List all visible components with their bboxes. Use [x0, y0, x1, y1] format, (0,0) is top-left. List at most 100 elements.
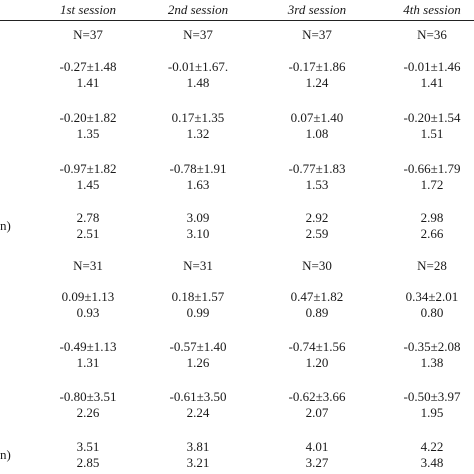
- cell-value: 0.18±1.57: [171, 289, 225, 304]
- column-header: 2nd session: [167, 2, 229, 17]
- table-cell: -0.80±3.51 2.26: [33, 389, 143, 421]
- cell-secondary-value: 1.20: [305, 355, 329, 370]
- cell-value: 2.78: [76, 210, 100, 225]
- table-cell: 0.18±1.57 0.99: [143, 289, 253, 321]
- cell-value: 0.09±1.13: [61, 289, 115, 304]
- cell-value: 4.01: [305, 439, 329, 454]
- table-cell: 2.92 2.59: [262, 210, 372, 242]
- table-cell: 2.78 2.51: [33, 210, 143, 242]
- cell-value: 2.92: [305, 210, 329, 225]
- cell-secondary-value: 2.51: [76, 226, 100, 241]
- cell-value: -0.49±1.13: [59, 339, 117, 354]
- cell-secondary-value: 3.10: [186, 226, 210, 241]
- table-cell: 0.17±1.35 1.32: [143, 110, 253, 142]
- cell-secondary-value: 1.26: [186, 355, 210, 370]
- row-label: n): [0, 447, 11, 462]
- table-cell: -0.17±1.86 1.24: [262, 59, 372, 91]
- cell-secondary-value: 1.51: [420, 126, 444, 141]
- cell-value: -0.62±3.66: [288, 389, 346, 404]
- table-cell: -0.77±1.83 1.53: [262, 161, 372, 193]
- table-cell: 0.47±1.82 0.89: [262, 289, 372, 321]
- table-cell: 3.09 3.10: [143, 210, 253, 242]
- sample-size: N=28: [417, 258, 447, 273]
- cell-value: -0.50±3.97: [403, 389, 461, 404]
- cell-value: 4.22: [420, 439, 444, 454]
- cell-secondary-value: 2.24: [186, 405, 210, 420]
- sample-size: N=30: [302, 258, 332, 273]
- cell-secondary-value: 2.59: [305, 226, 329, 241]
- cell-value: -0.27±1.48: [59, 59, 117, 74]
- cell-value: -0.01±1.67.: [167, 59, 229, 74]
- cell-value: -0.74±1.56: [288, 339, 346, 354]
- table-cell: -0.66±1.79 1.72: [377, 161, 474, 193]
- sample-size: N=36: [417, 27, 447, 42]
- cell-secondary-value: 1.35: [76, 126, 100, 141]
- table-cell: -0.78±1.91 1.63: [143, 161, 253, 193]
- table-cell: 0.34±2.01 0.80: [377, 289, 474, 321]
- cell-secondary-value: 2.85: [76, 455, 100, 470]
- cell-secondary-value: 1.32: [186, 126, 210, 141]
- table-cell: 3.81 3.21: [143, 439, 253, 471]
- table-cell: -0.61±3.50 2.24: [143, 389, 253, 421]
- cell-value: -0.35±2.08: [403, 339, 461, 354]
- cell-value: -0.20±1.54: [403, 110, 461, 125]
- sample-size: N=37: [73, 27, 103, 42]
- table-cell: 2.98 2.66: [377, 210, 474, 242]
- cell-value: -0.80±3.51: [59, 389, 117, 404]
- cell-secondary-value: 1.45: [76, 177, 100, 192]
- cell-value: 0.07±1.40: [290, 110, 344, 125]
- cell-value: -0.01±1.46: [403, 59, 461, 74]
- cell-secondary-value: 1.72: [420, 177, 444, 192]
- cell-secondary-value: 1.38: [420, 355, 444, 370]
- cell-secondary-value: 3.48: [420, 455, 444, 470]
- cell-secondary-value: 1.41: [420, 75, 444, 90]
- cell-secondary-value: 0.89: [305, 305, 329, 320]
- cell-value: -0.77±1.83: [288, 161, 346, 176]
- cell-value: -0.17±1.86: [288, 59, 346, 74]
- cell-value: 0.47±1.82: [290, 289, 344, 304]
- cell-value: -0.97±1.82: [59, 161, 117, 176]
- cell-value: -0.61±3.50: [169, 389, 227, 404]
- cell-secondary-value: 3.21: [186, 455, 210, 470]
- cell-secondary-value: 1.08: [305, 126, 329, 141]
- cell-secondary-value: 2.07: [305, 405, 329, 420]
- cell-secondary-value: 1.63: [186, 177, 210, 192]
- cell-value: -0.57±1.40: [169, 339, 227, 354]
- cell-secondary-value: 2.66: [420, 226, 444, 241]
- table-cell: -0.01±1.46 1.41: [377, 59, 474, 91]
- table-cell: -0.20±1.54 1.51: [377, 110, 474, 142]
- table-cell: -0.01±1.67. 1.48: [143, 59, 253, 91]
- cell-secondary-value: 0.93: [76, 305, 100, 320]
- table-cell: 4.22 3.48: [377, 439, 474, 471]
- cell-secondary-value: 0.99: [186, 305, 210, 320]
- table-cell: -0.74±1.56 1.20: [262, 339, 372, 371]
- cell-secondary-value: 1.53: [305, 177, 329, 192]
- table-cell: 3.51 2.85: [33, 439, 143, 471]
- table-cell: -0.62±3.66 2.07: [262, 389, 372, 421]
- table-cell: 4.01 3.27: [262, 439, 372, 471]
- column-header: 4th session: [403, 2, 461, 17]
- table-cell: -0.50±3.97 1.95: [377, 389, 474, 421]
- header-rule: [0, 20, 474, 21]
- sample-size: N=31: [183, 258, 213, 273]
- cell-value: -0.66±1.79: [403, 161, 461, 176]
- column-header: 3rd session: [287, 2, 347, 17]
- cell-value: 3.81: [186, 439, 210, 454]
- cell-value: 0.34±2.01: [405, 289, 459, 304]
- cell-value: -0.20±1.82: [59, 110, 117, 125]
- cell-secondary-value: 0.80: [420, 305, 444, 320]
- column-header: 1st session: [60, 2, 116, 17]
- cell-secondary-value: 1.48: [186, 75, 210, 90]
- table-cell: -0.57±1.40 1.26: [143, 339, 253, 371]
- table-cell: -0.35±2.08 1.38: [377, 339, 474, 371]
- sample-size: N=37: [302, 27, 332, 42]
- table-cell: -0.49±1.13 1.31: [33, 339, 143, 371]
- cell-value: 3.51: [76, 439, 100, 454]
- cell-secondary-value: 1.95: [420, 405, 444, 420]
- cell-secondary-value: 3.27: [305, 455, 329, 470]
- table-cell: -0.20±1.82 1.35: [33, 110, 143, 142]
- table-cell: 0.09±1.13 0.93: [33, 289, 143, 321]
- table-cell: -0.97±1.82 1.45: [33, 161, 143, 193]
- cell-secondary-value: 1.24: [305, 75, 329, 90]
